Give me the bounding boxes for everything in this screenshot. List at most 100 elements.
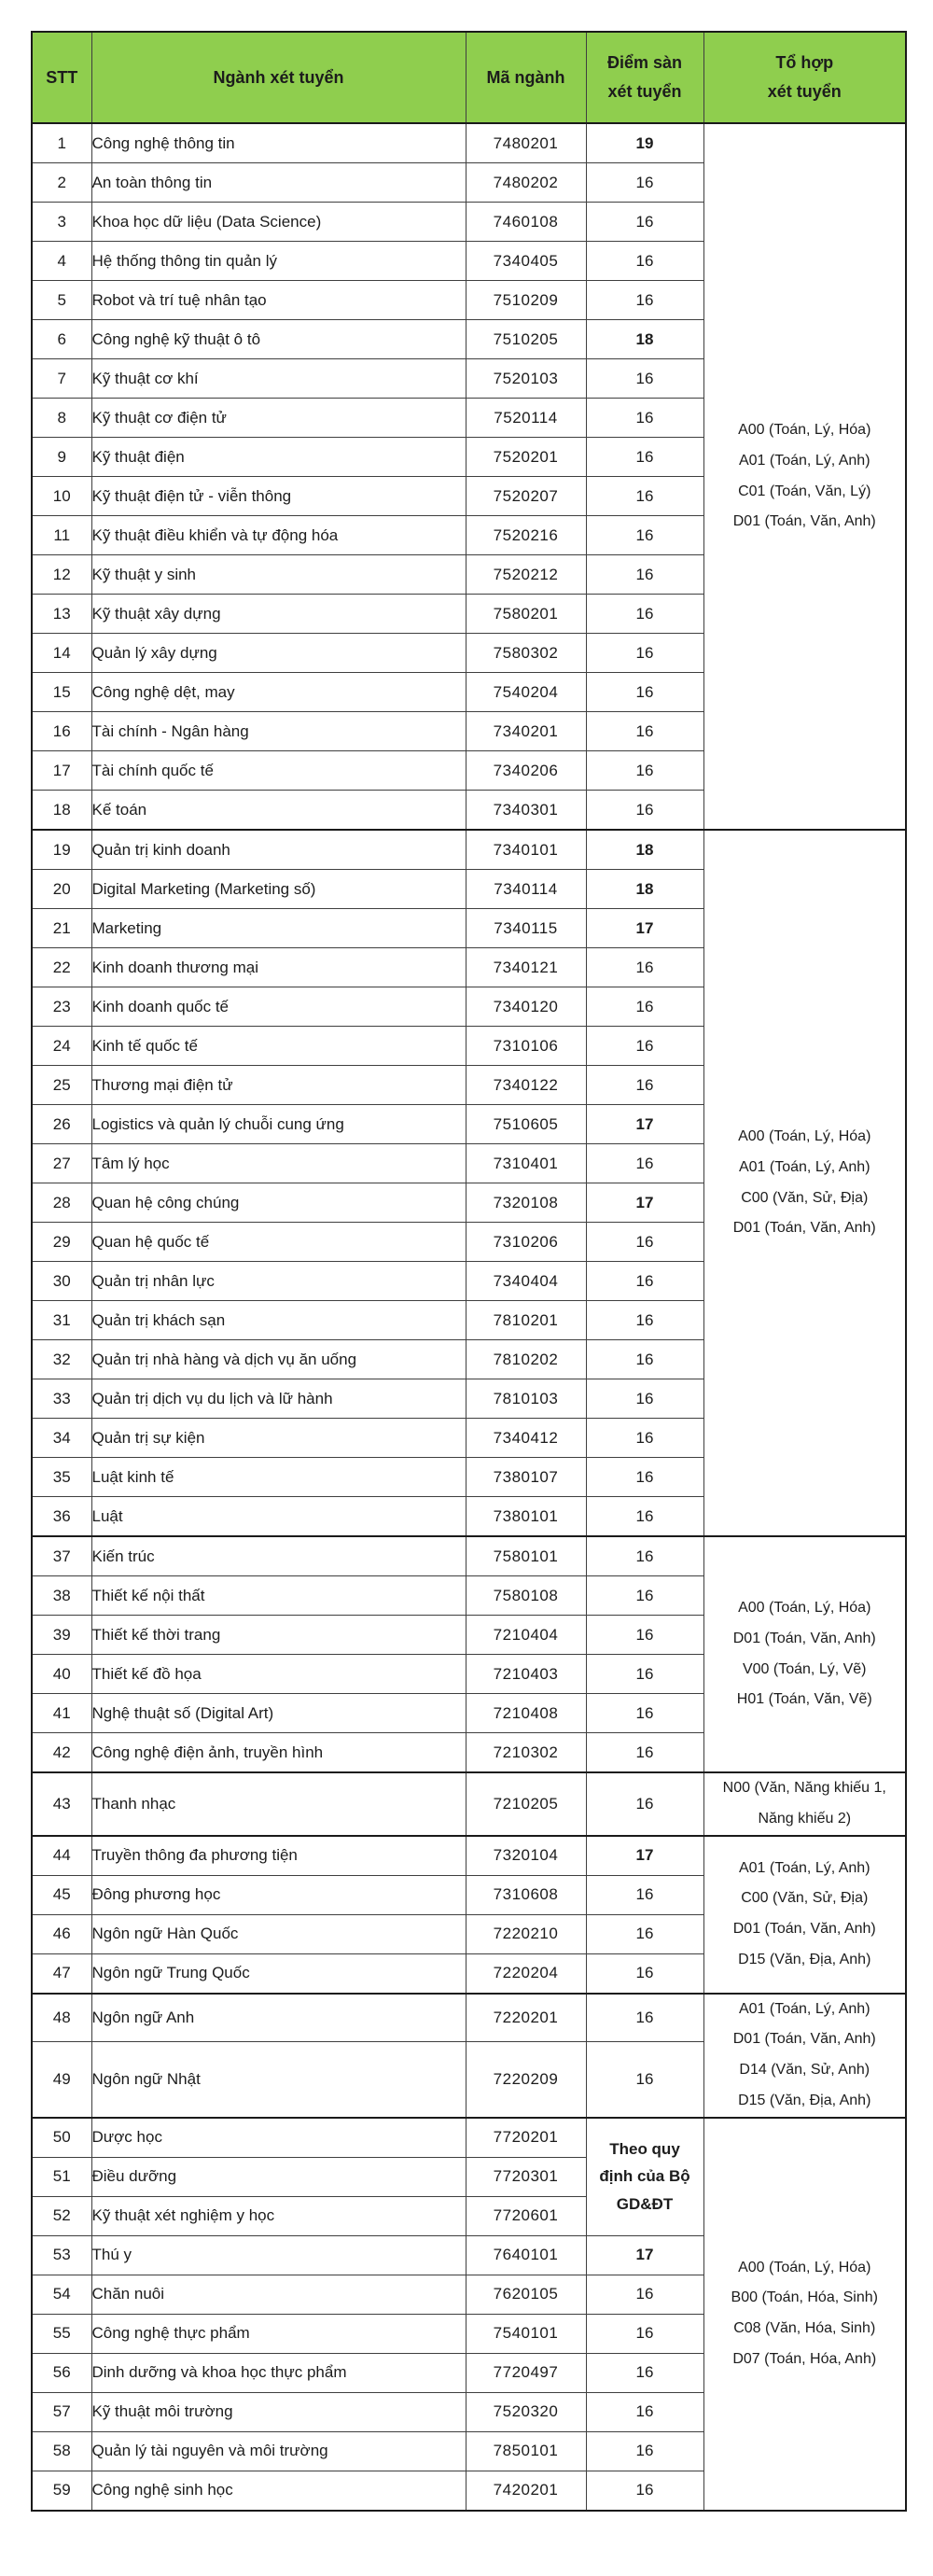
score-cell: 16 xyxy=(585,1953,704,1995)
stt-cell: 31 xyxy=(31,1300,92,1340)
table-row: 39 Thiết kế thời trang 7210404 16 xyxy=(31,1615,906,1655)
stt-cell: 7 xyxy=(31,358,92,399)
stt-cell: 33 xyxy=(31,1379,92,1419)
score-cell: 16 xyxy=(585,594,704,634)
major-cell: Thanh nhạc xyxy=(91,1771,466,1837)
major-cell: Kiến trúc xyxy=(91,1535,466,1576)
code-cell: 7580108 xyxy=(465,1575,587,1616)
major-cell: Kỹ thuật môi trường xyxy=(91,2391,466,2432)
major-cell: Logistics và quản lý chuỗi cung ứng xyxy=(91,1104,466,1144)
major-cell: Khoa học dữ liệu (Data Science) xyxy=(91,202,466,242)
code-cell: 7340101 xyxy=(465,829,587,870)
stt-cell: 39 xyxy=(31,1615,92,1655)
code-cell: 7310401 xyxy=(465,1143,587,1183)
major-cell: Điều dưỡng xyxy=(91,2156,466,2197)
major-cell: Kế toán xyxy=(91,790,466,831)
score-cell: 18 xyxy=(585,829,704,870)
code-cell: 7210403 xyxy=(465,1654,587,1694)
score-cell: 17 xyxy=(585,1834,704,1876)
code-cell: 7220201 xyxy=(465,1992,587,2043)
major-cell: Chăn nuôi xyxy=(91,2274,466,2315)
stt-cell: 38 xyxy=(31,1575,92,1616)
score-cell: 16 xyxy=(585,1026,704,1066)
stt-cell: 28 xyxy=(31,1183,92,1223)
major-cell: Digital Marketing (Marketing số) xyxy=(91,869,466,909)
score-cell: 16 xyxy=(585,1222,704,1262)
score-cell: 16 xyxy=(585,2352,704,2393)
table-row: 48 Ngôn ngữ Anh 7220201 16 A01 (Toán, Lý, An… xyxy=(31,1992,907,2119)
table-row: 28 Quan hệ công chúng 7320108 17 xyxy=(31,1183,906,1223)
stt-cell: 12 xyxy=(31,554,92,595)
stt-cell: 16 xyxy=(31,711,92,751)
stt-cell: 11 xyxy=(31,515,92,555)
stt-cell: 27 xyxy=(31,1143,92,1183)
table-row: 10 Kỹ thuật điện tử - viễn thông 7520207 16 xyxy=(31,476,906,516)
table-row: 8 Kỹ thuật cơ điện tử 7520114 16 xyxy=(31,398,906,438)
table-row: 43 Thanh nhạc 7210205 16 N00 (Văn, Năng khiế… xyxy=(31,1771,907,1837)
table-row: 49 Ngôn ngữ Nhật 7220209 16 xyxy=(31,2041,906,2119)
table-row: 27 Tâm lý học 7310401 16 xyxy=(31,1143,906,1183)
table-row: 57 Kỹ thuật môi trường 7520320 16 xyxy=(31,2391,906,2432)
score-cell: 16 xyxy=(585,1732,704,1773)
code-cell: 7310206 xyxy=(465,1222,587,1262)
major-cell: Quản trị sự kiện xyxy=(91,1418,466,1458)
stt-cell: 9 xyxy=(31,437,92,477)
stt-cell: 4 xyxy=(31,241,92,281)
header-stt: STT xyxy=(31,31,92,124)
major-cell: Kỹ thuật điều khiển và tự động hóa xyxy=(91,515,466,555)
table-row: 16 Tài chính - Ngân hàng 7340201 16 xyxy=(31,711,906,751)
major-cell: Quản lý xây dựng xyxy=(91,633,466,673)
stt-cell: 15 xyxy=(31,672,92,712)
major-cell: Công nghệ thực phẩm xyxy=(91,2313,466,2354)
stt-cell: 6 xyxy=(31,319,92,359)
combo-cell: A00 (Toán, Lý, Hóa) B00 (Toán, Hóa, Sinh… xyxy=(703,2116,907,2512)
major-cell: Dược học xyxy=(91,2116,466,2158)
score-cell: 16 xyxy=(585,1339,704,1379)
stt-cell: 3 xyxy=(31,202,92,242)
code-cell: 7850101 xyxy=(465,2430,587,2471)
major-cell: Marketing xyxy=(91,908,466,948)
code-cell: 7480202 xyxy=(465,162,587,203)
score-cell: 16 xyxy=(585,280,704,320)
score-cell: 16 xyxy=(585,1379,704,1419)
major-cell: Kỹ thuật y sinh xyxy=(91,554,466,595)
score-cell: 16 xyxy=(585,398,704,438)
code-cell: 7520212 xyxy=(465,554,587,595)
stt-cell: 59 xyxy=(31,2470,92,2512)
code-cell: 7520114 xyxy=(465,398,587,438)
score-cell: 16 xyxy=(585,1535,704,1576)
table-row: 38 Thiết kế nội thất 7580108 16 xyxy=(31,1575,906,1616)
table-row: 36 Luật 7380101 16 xyxy=(31,1496,906,1537)
stt-cell: 5 xyxy=(31,280,92,320)
major-cell: Đông phương học xyxy=(91,1874,466,1915)
stt-cell: 32 xyxy=(31,1339,92,1379)
stt-cell: 10 xyxy=(31,476,92,516)
score-cell: 16 xyxy=(585,437,704,477)
stt-cell: 58 xyxy=(31,2430,92,2471)
code-cell: 7310106 xyxy=(465,1026,587,1066)
table-row: 9 Kỹ thuật điện 7520201 16 xyxy=(31,437,906,477)
major-cell: Luật xyxy=(91,1496,466,1537)
table-row: 45 Đông phương học 7310608 16 xyxy=(31,1874,906,1915)
stt-cell: 23 xyxy=(31,987,92,1027)
stt-cell: 22 xyxy=(31,947,92,987)
score-cell: 16 xyxy=(585,1913,704,1954)
major-cell: Tài chính - Ngân hàng xyxy=(91,711,466,751)
code-cell: 7340301 xyxy=(465,790,587,831)
code-cell: 7340115 xyxy=(465,908,587,948)
code-cell: 7340120 xyxy=(465,987,587,1027)
major-cell: An toàn thông tin xyxy=(91,162,466,203)
code-cell: 7460108 xyxy=(465,202,587,242)
table-row: 20 Digital Marketing (Marketing số) 734011… xyxy=(31,869,906,909)
stt-cell: 56 xyxy=(31,2352,92,2393)
major-cell: Kỹ thuật điện tử - viễn thông xyxy=(91,476,466,516)
table-row: 47 Ngôn ngữ Trung Quốc 7220204 16 xyxy=(31,1953,906,1995)
code-cell: 7340412 xyxy=(465,1418,587,1458)
score-cell: 16 xyxy=(585,1143,704,1183)
combo-cell: A01 (Toán, Lý, Anh) C00 (Văn, Sử, Địa) D… xyxy=(703,1834,907,1995)
code-cell: 7580101 xyxy=(465,1535,587,1576)
score-cell: 16 xyxy=(585,790,704,831)
stt-cell: 49 xyxy=(31,2041,92,2119)
table-row: 15 Công nghệ dệt, may 7540204 16 xyxy=(31,672,906,712)
